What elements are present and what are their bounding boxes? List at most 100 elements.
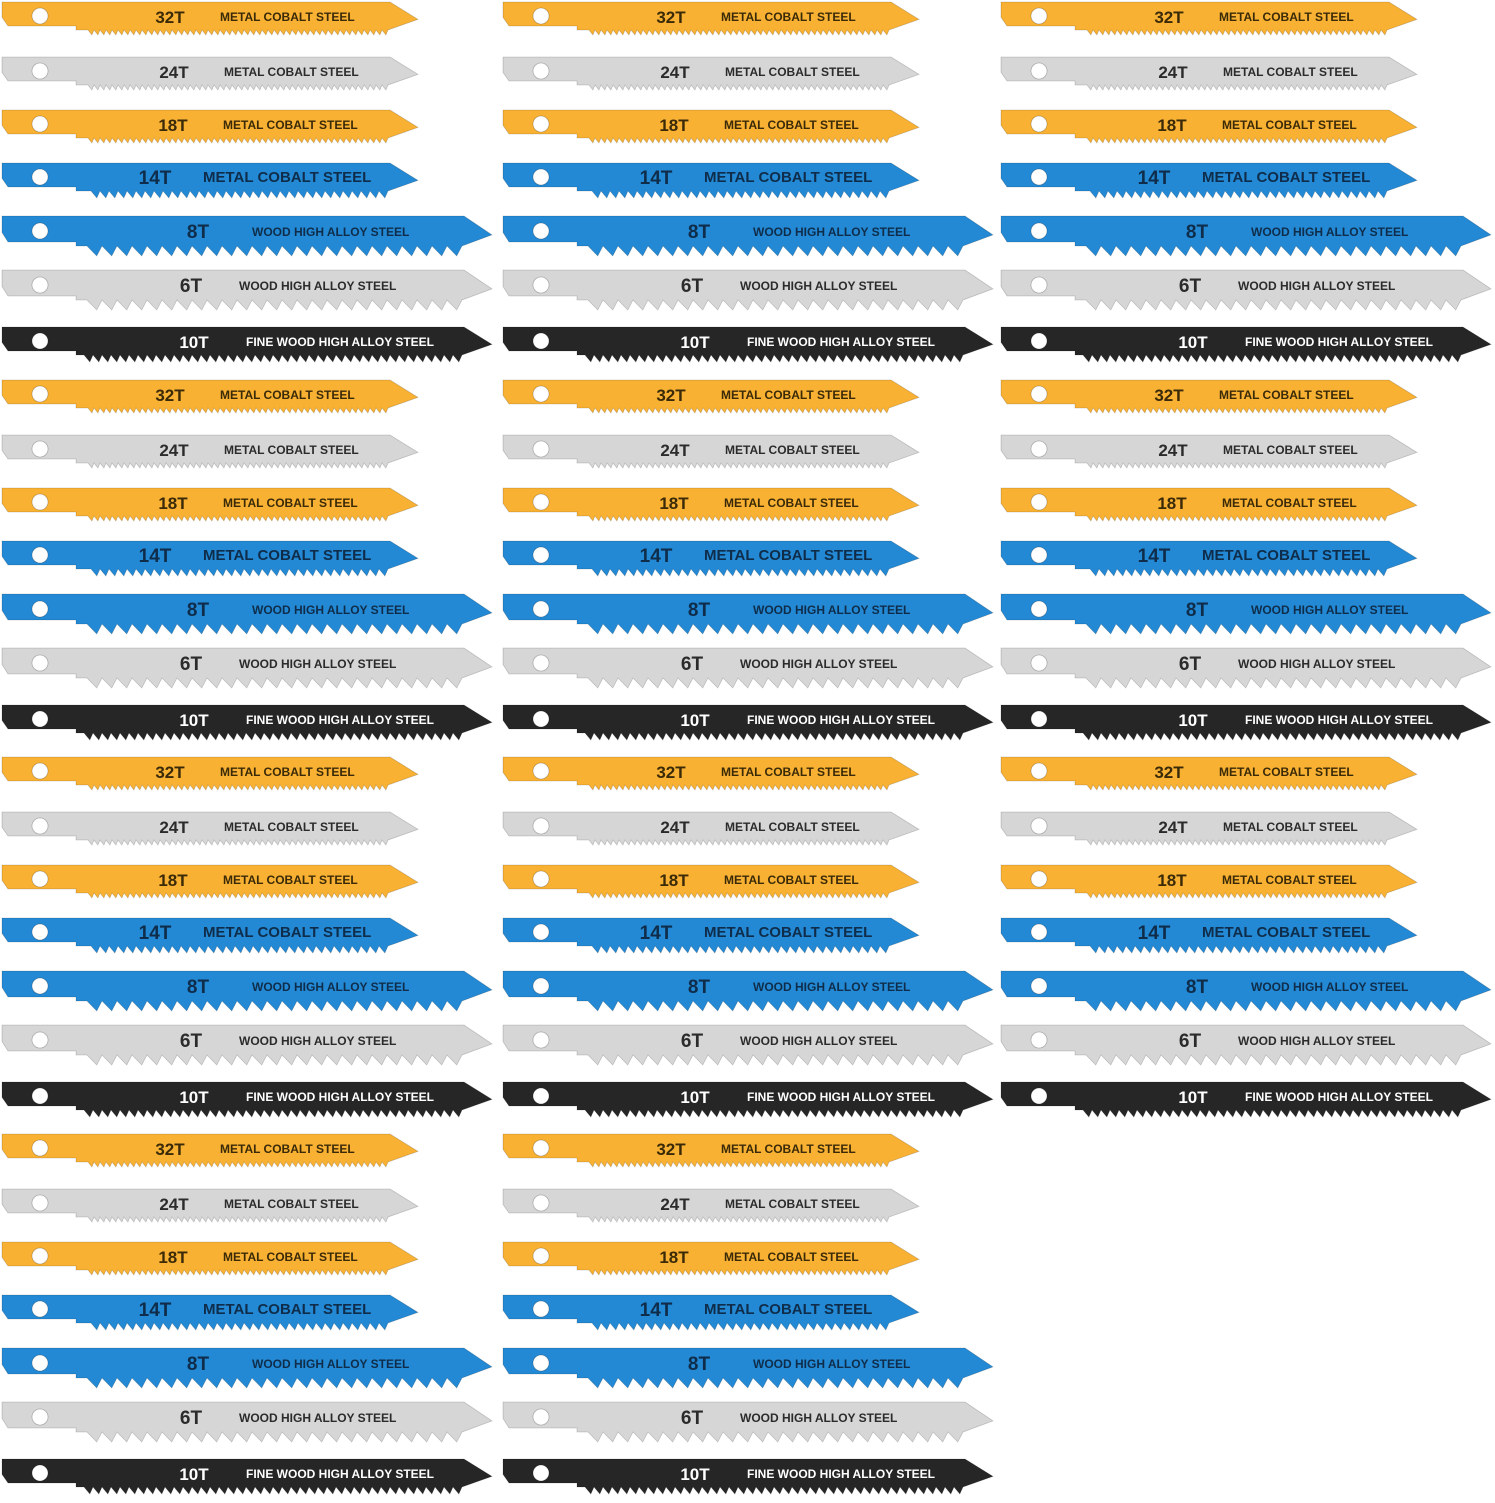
teeth-per-inch-label: 6T xyxy=(1179,276,1202,297)
teeth-per-inch-label: 18T xyxy=(1157,494,1187,513)
material-label: WOOD HIGH ALLOY STEEL xyxy=(1238,279,1395,293)
material-label: WOOD HIGH ALLOY STEEL xyxy=(239,1411,396,1425)
material-label: METAL COBALT STEEL xyxy=(220,388,355,402)
saw-blade-18t: 18T METAL COBALT STEEL xyxy=(1000,864,1418,899)
saw-blade-10t: 10T FINE WOOD HIGH ALLOY STEEL xyxy=(502,1081,994,1118)
teeth-per-inch-label: 10T xyxy=(179,1088,209,1107)
saw-blade-18t: 18T METAL COBALT STEEL xyxy=(502,487,920,522)
saw-blade-18t: 18T METAL COBALT STEEL xyxy=(502,864,920,899)
mounting-hole-icon xyxy=(1030,385,1048,403)
mounting-hole-icon xyxy=(532,115,550,133)
blade-body xyxy=(1000,1081,1492,1118)
mounting-hole-icon xyxy=(1030,276,1048,294)
mounting-hole-icon xyxy=(31,332,49,350)
blade-body xyxy=(1000,756,1418,791)
blade-body xyxy=(1000,434,1418,469)
saw-blade-18t: 18T METAL COBALT STEEL xyxy=(502,1241,920,1276)
teeth-per-inch-label: 10T xyxy=(1178,711,1208,730)
mounting-hole-icon xyxy=(31,62,49,80)
material-label: WOOD HIGH ALLOY STEEL xyxy=(1251,603,1408,617)
blade-body xyxy=(502,1133,920,1168)
mounting-hole-icon xyxy=(1030,923,1048,941)
mounting-hole-icon xyxy=(31,385,49,403)
saw-blade-10t: 10T FINE WOOD HIGH ALLOY STEEL xyxy=(502,326,994,363)
saw-blade-24t: 24T METAL COBALT STEEL xyxy=(1,811,419,846)
material-label: METAL COBALT STEEL xyxy=(724,873,859,887)
mounting-hole-icon xyxy=(532,1464,550,1482)
blade-body xyxy=(1000,109,1418,144)
blade-body xyxy=(1,379,419,414)
teeth-per-inch-label: 14T xyxy=(1138,546,1171,567)
material-label: WOOD HIGH ALLOY STEEL xyxy=(1238,1034,1395,1048)
material-label: METAL COBALT STEEL xyxy=(220,765,355,779)
mounting-hole-icon xyxy=(31,817,49,835)
mounting-hole-icon xyxy=(31,870,49,888)
saw-blade-10t: 10T FINE WOOD HIGH ALLOY STEEL xyxy=(1,1081,493,1118)
saw-blade-32t: 32T METAL COBALT STEEL xyxy=(1,1133,419,1168)
blade-body xyxy=(1,487,419,522)
blade-body xyxy=(1,109,419,144)
saw-blade-14t: 14T METAL COBALT STEEL xyxy=(1,162,419,199)
teeth-per-inch-label: 14T xyxy=(139,1300,172,1321)
blade-body xyxy=(502,269,994,311)
teeth-per-inch-label: 32T xyxy=(155,8,185,27)
saw-blade-8t: 8T WOOD HIGH ALLOY STEEL xyxy=(1000,215,1492,257)
teeth-per-inch-label: 24T xyxy=(660,1195,690,1214)
mounting-hole-icon xyxy=(532,1194,550,1212)
teeth-per-inch-label: 14T xyxy=(640,923,673,944)
teeth-per-inch-label: 8T xyxy=(187,600,210,621)
teeth-per-inch-label: 32T xyxy=(155,1140,185,1159)
saw-blade-24t: 24T METAL COBALT STEEL xyxy=(1,1188,419,1223)
mounting-hole-icon xyxy=(532,385,550,403)
teeth-per-inch-label: 18T xyxy=(659,871,689,890)
teeth-per-inch-label: 24T xyxy=(1158,63,1188,82)
blade-body xyxy=(502,487,920,522)
mounting-hole-icon xyxy=(532,493,550,511)
teeth-per-inch-label: 10T xyxy=(179,711,209,730)
saw-blade-18t: 18T METAL COBALT STEEL xyxy=(1,864,419,899)
mounting-hole-icon xyxy=(532,1354,550,1372)
blade-body xyxy=(502,1458,994,1495)
mounting-hole-icon xyxy=(31,923,49,941)
blade-body xyxy=(1000,1,1418,36)
saw-blade-8t: 8T WOOD HIGH ALLOY STEEL xyxy=(1,1347,493,1389)
material-label: METAL COBALT STEEL xyxy=(1219,10,1354,24)
saw-blade-10t: 10T FINE WOOD HIGH ALLOY STEEL xyxy=(1000,704,1492,741)
material-label: FINE WOOD HIGH ALLOY STEEL xyxy=(1245,335,1433,349)
saw-blade-6t: 6T WOOD HIGH ALLOY STEEL xyxy=(1,647,493,689)
teeth-per-inch-label: 8T xyxy=(187,977,210,998)
saw-blade-14t: 14T METAL COBALT STEEL xyxy=(1000,540,1418,577)
mounting-hole-icon xyxy=(1030,62,1048,80)
saw-blade-10t: 10T FINE WOOD HIGH ALLOY STEEL xyxy=(502,704,994,741)
saw-blade-24t: 24T METAL COBALT STEEL xyxy=(1,434,419,469)
material-label: METAL COBALT STEEL xyxy=(220,1142,355,1156)
material-label: METAL COBALT STEEL xyxy=(220,10,355,24)
teeth-per-inch-label: 24T xyxy=(660,818,690,837)
mounting-hole-icon xyxy=(532,654,550,672)
saw-blade-6t: 6T WOOD HIGH ALLOY STEEL xyxy=(1000,647,1492,689)
teeth-per-inch-label: 18T xyxy=(659,494,689,513)
material-label: WOOD HIGH ALLOY STEEL xyxy=(753,1357,910,1371)
material-label: METAL COBALT STEEL xyxy=(1202,924,1370,941)
material-label: METAL COBALT STEEL xyxy=(704,1301,872,1318)
blade-body xyxy=(1,540,419,577)
mounting-hole-icon xyxy=(31,276,49,294)
saw-blade-32t: 32T METAL COBALT STEEL xyxy=(502,379,920,414)
saw-blade-14t: 14T METAL COBALT STEEL xyxy=(1,1294,419,1331)
teeth-per-inch-label: 8T xyxy=(187,222,210,243)
saw-blade-32t: 32T METAL COBALT STEEL xyxy=(1,1,419,36)
blade-body xyxy=(1000,1024,1492,1066)
saw-blade-8t: 8T WOOD HIGH ALLOY STEEL xyxy=(502,593,994,635)
saw-blade-24t: 24T METAL COBALT STEEL xyxy=(502,1188,920,1223)
saw-blade-24t: 24T METAL COBALT STEEL xyxy=(1,56,419,91)
teeth-per-inch-label: 32T xyxy=(656,386,686,405)
blade-body xyxy=(1,1081,493,1118)
material-label: WOOD HIGH ALLOY STEEL xyxy=(252,603,409,617)
material-label: WOOD HIGH ALLOY STEEL xyxy=(239,1034,396,1048)
blade-body xyxy=(1000,647,1492,689)
saw-blade-32t: 32T METAL COBALT STEEL xyxy=(1,756,419,791)
saw-blade-24t: 24T METAL COBALT STEEL xyxy=(502,434,920,469)
material-label: METAL COBALT STEEL xyxy=(1222,873,1357,887)
saw-blade-24t: 24T METAL COBALT STEEL xyxy=(1000,434,1418,469)
saw-blade-10t: 10T FINE WOOD HIGH ALLOY STEEL xyxy=(502,1458,994,1495)
